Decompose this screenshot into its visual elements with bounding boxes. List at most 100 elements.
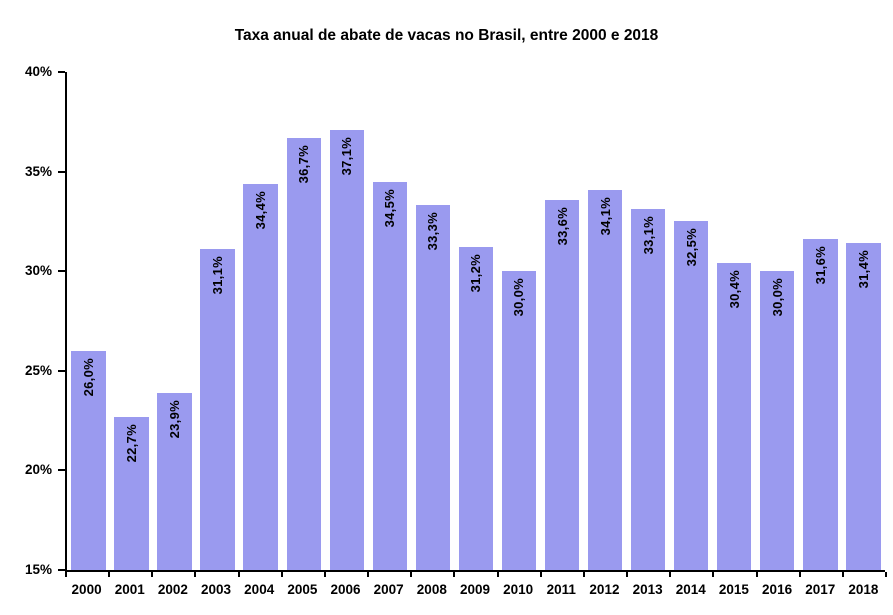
x-tick-mark — [842, 572, 844, 577]
x-category-label: 2018 — [848, 582, 879, 597]
bar: 31,4% — [846, 243, 881, 570]
y-tick-label: 40% — [24, 64, 52, 79]
bar-column: 30,0% — [756, 72, 799, 570]
bar-column: 26,0% — [67, 72, 110, 570]
x-category-label: 2003 — [201, 582, 232, 597]
x-tick-mark — [626, 572, 628, 577]
x-category-label: 2007 — [373, 582, 404, 597]
y-tick-mark — [58, 569, 65, 571]
bar-value-label: 31,2% — [468, 254, 484, 293]
bar-column: 30,0% — [497, 72, 540, 570]
bar-value-label: 33,6% — [554, 206, 570, 245]
bar: 31,6% — [803, 239, 838, 570]
bar-column: 32,5% — [670, 72, 713, 570]
x-axis-labels: 2000 2001 2002 2003 2004 2005 2006 2007 2008 2009… — [65, 582, 885, 597]
bar: 34,5% — [372, 181, 408, 570]
y-tick-mark — [58, 71, 65, 73]
x-category-label: 2016 — [762, 582, 793, 597]
x-tick-mark — [281, 572, 283, 577]
bar: 37,1% — [329, 129, 365, 570]
x-tick-mark — [324, 572, 326, 577]
y-tick-label: 35% — [24, 163, 52, 179]
bar-value-label: 32,5% — [683, 228, 699, 267]
x-tick-mark — [885, 572, 887, 577]
bar-value-label: 34,1% — [597, 196, 613, 235]
bar-column: 34,5% — [368, 72, 411, 570]
x-category-label: 2002 — [157, 582, 188, 597]
bar-column: 23,9% — [153, 72, 196, 570]
x-category-label: 2000 — [71, 582, 102, 597]
x-category-label: 2014 — [675, 582, 706, 597]
x-category-label: 2011 — [546, 582, 576, 597]
y-tick-mark — [58, 270, 65, 273]
bar-column: 30,4% — [713, 72, 756, 570]
x-tick-mark — [497, 572, 499, 577]
x-tick-mark — [151, 572, 153, 577]
bar: 33,6% — [544, 199, 580, 570]
bar: 31,2% — [458, 247, 494, 570]
bar-value-label: 36,7% — [296, 144, 312, 184]
bar: 33,3% — [415, 205, 451, 570]
x-tick-mark — [583, 572, 585, 577]
bars-container: 26,0% 22,7% 23,9% 31,1% 34,4% 36,7% 37,1% 34,5%… — [67, 72, 885, 570]
x-tick-mark — [108, 572, 110, 577]
bar-column: 31,2% — [454, 72, 497, 570]
bar-value-label: 34,5% — [382, 188, 398, 227]
bar-value-label: 30,4% — [726, 270, 742, 309]
x-tick-mark — [669, 572, 671, 577]
y-tick-mark — [58, 369, 65, 372]
y-tick-label: 30% — [24, 263, 52, 279]
x-category-label: 2013 — [632, 582, 663, 597]
x-category-label: 2009 — [459, 582, 490, 597]
x-category-label: 2010 — [503, 582, 534, 597]
bar-column: 22,7% — [110, 72, 153, 570]
y-tick-label: 25% — [24, 362, 52, 378]
bar-column: 34,4% — [239, 72, 282, 570]
bar-value-label: 31,1% — [210, 256, 226, 295]
y-tick-label: 15% — [24, 562, 52, 577]
bar: 30,0% — [501, 271, 537, 570]
bar-value-label: 33,1% — [640, 216, 656, 255]
bar-value-label: 37,1% — [339, 136, 355, 176]
bar: 30,0% — [760, 271, 795, 570]
x-tick-mark — [756, 572, 758, 577]
bar: 34,4% — [243, 183, 278, 570]
chart-title: Taxa anual de abate de vacas no Brasil, … — [234, 27, 659, 44]
bar-value-label: 33,3% — [425, 212, 441, 251]
x-category-label: 2015 — [718, 582, 749, 597]
bar-column: 34,1% — [584, 72, 627, 570]
bar-value-label: 31,4% — [855, 250, 871, 289]
bar-value-label: 22,7% — [124, 423, 140, 462]
x-tick-mark — [712, 572, 714, 577]
x-tick-mark — [799, 572, 801, 577]
bar: 22,7% — [114, 416, 149, 570]
x-category-label: 2008 — [416, 582, 447, 597]
bar: 26,0% — [71, 350, 106, 570]
plot-area: 26,0% 22,7% 23,9% 31,1% 34,4% 36,7% 37,1% 34,5%… — [65, 72, 885, 572]
bar-value-label: 31,6% — [812, 246, 828, 285]
x-category-label: 2004 — [244, 582, 275, 597]
bar-column: 31,4% — [842, 72, 885, 570]
bar-value-label: 26,0% — [81, 357, 97, 397]
bar-column: 37,1% — [325, 72, 368, 570]
x-category-label: 2005 — [287, 582, 318, 597]
x-tick-mark — [540, 572, 542, 577]
x-tick-mark — [238, 572, 240, 577]
x-category-label: 2012 — [589, 582, 620, 597]
x-category-label: 2006 — [330, 582, 361, 597]
bar-column: 33,1% — [627, 72, 670, 570]
bar: 30,4% — [717, 263, 752, 570]
bar: 36,7% — [286, 137, 321, 570]
bar: 23,9% — [157, 392, 192, 570]
bar-value-label: 23,9% — [167, 399, 183, 439]
bar-value-label: 30,0% — [769, 278, 785, 317]
x-category-label: 2001 — [114, 582, 145, 597]
bar: 31,1% — [200, 249, 235, 570]
x-tick-mark — [453, 572, 455, 577]
bar-value-label: 34,4% — [253, 190, 269, 229]
bar-column: 36,7% — [282, 72, 325, 570]
bar: 33,1% — [630, 209, 666, 570]
bar: 34,1% — [587, 189, 623, 570]
bar-value-label: 30,0% — [511, 278, 527, 317]
